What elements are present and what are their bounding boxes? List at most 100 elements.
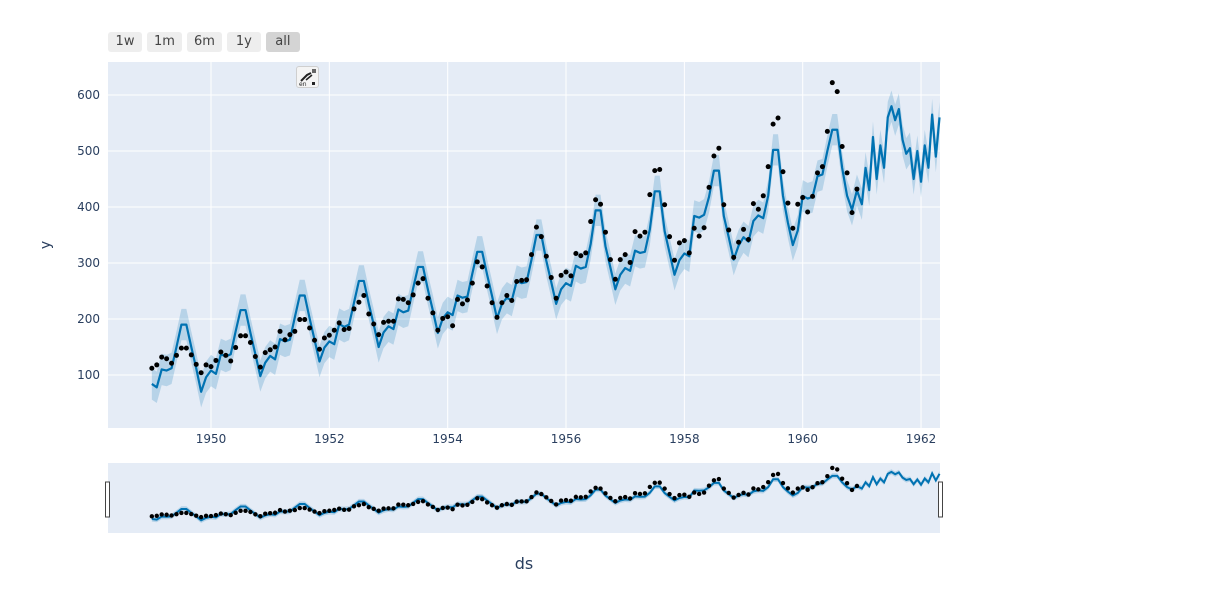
y-tick-label: 600 xyxy=(77,88,100,102)
data-point xyxy=(612,276,618,282)
rangeslider-bg[interactable] xyxy=(108,463,940,533)
x-tick-label: 1962 xyxy=(906,432,937,446)
data-point xyxy=(272,344,278,350)
data-point xyxy=(558,272,564,278)
data-point xyxy=(356,299,362,305)
data-point xyxy=(218,349,224,355)
data-point xyxy=(671,257,677,263)
data-point xyxy=(173,352,179,358)
data-point xyxy=(198,370,204,376)
data-point xyxy=(277,328,283,334)
data-point xyxy=(479,264,485,270)
data-point xyxy=(588,219,594,225)
data-point xyxy=(662,202,668,208)
data-point xyxy=(800,194,806,200)
data-point xyxy=(617,257,623,263)
data-point xyxy=(750,201,756,207)
data-point xyxy=(312,337,318,343)
data-point xyxy=(805,209,811,215)
data-point xyxy=(765,164,771,170)
data-point xyxy=(701,225,707,231)
data-point xyxy=(627,259,633,265)
data-point xyxy=(203,362,209,368)
data-point xyxy=(573,250,579,256)
data-point xyxy=(706,184,712,190)
data-point xyxy=(844,170,850,176)
data-point xyxy=(282,337,288,343)
data-point xyxy=(533,224,539,230)
data-point xyxy=(223,352,229,358)
data-point xyxy=(390,318,396,324)
data-point xyxy=(519,277,525,283)
range-button-1y[interactable]: 1y xyxy=(226,32,261,52)
x-axis-ticks: 1950 1952 1954 1956 1958 1960 1962 xyxy=(196,432,937,446)
modebar-pan-icon[interactable]: en xyxy=(296,66,319,88)
range-button-1w[interactable]: 1w xyxy=(108,32,142,52)
data-point xyxy=(642,229,648,235)
forecast-line xyxy=(151,105,941,393)
data-point xyxy=(489,300,495,306)
data-point xyxy=(351,306,357,312)
data-point xyxy=(247,340,253,346)
data-point xyxy=(849,210,855,216)
data-point xyxy=(637,233,643,239)
data-point xyxy=(548,275,554,281)
data-point xyxy=(440,315,446,321)
data-point xyxy=(834,89,840,95)
data-point xyxy=(474,259,480,265)
data-point xyxy=(696,233,702,239)
data-point xyxy=(667,234,673,240)
x-axis-title: ds xyxy=(515,554,534,573)
data-point xyxy=(361,292,367,298)
data-point xyxy=(647,192,653,198)
data-point xyxy=(583,250,589,256)
data-point xyxy=(193,361,199,367)
data-point xyxy=(425,295,431,301)
data-point xyxy=(607,257,613,263)
x-tick-label: 1960 xyxy=(787,432,818,446)
range-button-all[interactable]: all xyxy=(265,32,300,52)
data-point xyxy=(593,197,599,203)
range-selector: 1w 1m 6m 1y all xyxy=(108,32,300,52)
actual-points xyxy=(149,80,860,376)
data-point xyxy=(213,357,219,363)
data-point xyxy=(819,164,825,170)
rangeslider-right-handle[interactable] xyxy=(938,481,943,518)
data-point xyxy=(238,333,244,339)
x-tick-label: 1954 xyxy=(432,432,463,446)
data-point xyxy=(691,225,697,231)
data-point xyxy=(504,292,510,298)
data-point xyxy=(741,226,747,232)
data-point xyxy=(208,364,214,370)
data-point xyxy=(760,193,766,199)
range-button-6m[interactable]: 6m xyxy=(186,32,222,52)
y-tick-label: 400 xyxy=(77,200,100,214)
data-point xyxy=(568,273,574,279)
data-point xyxy=(405,300,411,306)
data-point xyxy=(464,297,470,303)
data-point xyxy=(183,345,189,351)
data-point xyxy=(499,300,505,306)
data-point xyxy=(400,296,406,302)
data-point xyxy=(346,326,352,332)
data-point xyxy=(415,280,421,286)
svg-text:en: en xyxy=(299,81,307,87)
data-point xyxy=(770,121,776,127)
data-point xyxy=(775,115,781,121)
plot-area[interactable] xyxy=(108,62,940,428)
data-point xyxy=(178,345,184,351)
data-point xyxy=(484,283,490,289)
data-point xyxy=(780,169,786,175)
data-point xyxy=(543,253,549,259)
data-point xyxy=(716,145,722,151)
rangeslider-preview xyxy=(149,465,941,524)
data-point xyxy=(252,354,258,360)
data-point xyxy=(676,240,682,246)
data-point xyxy=(341,327,347,333)
data-point xyxy=(386,318,392,324)
data-point xyxy=(824,128,830,134)
x-tick-label: 1950 xyxy=(196,432,227,446)
rangeslider-left-handle[interactable] xyxy=(105,481,110,518)
range-button-1m[interactable]: 1m xyxy=(147,32,182,52)
data-point xyxy=(233,345,239,351)
